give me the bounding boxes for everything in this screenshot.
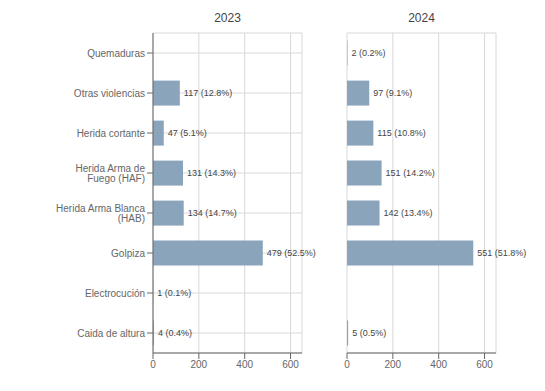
svg-text:Electrocución: Electrocución [85, 288, 145, 299]
svg-text:5 (0.5%): 5 (0.5%) [352, 328, 386, 338]
svg-text:551 (51.8%): 551 (51.8%) [477, 248, 526, 258]
svg-text:134 (14.7%): 134 (14.7%) [188, 208, 237, 218]
svg-text:4 (0.4%): 4 (0.4%) [158, 328, 192, 338]
svg-text:151 (14.2%): 151 (14.2%) [386, 168, 435, 178]
svg-text:600: 600 [476, 359, 493, 370]
svg-text:Caida de altura: Caida de altura [77, 328, 145, 339]
svg-text:97 (9.1%): 97 (9.1%) [373, 88, 412, 98]
svg-text:117 (12.8%): 117 (12.8%) [184, 88, 232, 98]
svg-text:0: 0 [344, 359, 350, 370]
svg-text:600: 600 [282, 359, 299, 370]
svg-text:131 (14.3%): 131 (14.3%) [187, 168, 236, 178]
svg-text:200: 200 [191, 359, 208, 370]
html-text:2024: 2024 [408, 11, 435, 25]
svg-text:0: 0 [150, 359, 156, 370]
svg-text:479 (52.5%): 479 (52.5%) [267, 248, 316, 258]
svg-text:Quemaduras: Quemaduras [87, 48, 145, 59]
svg-text:1 (0.1%): 1 (0.1%) [157, 288, 191, 298]
svg-text:Golpiza: Golpiza [111, 248, 145, 259]
svg-text:47 (5.1%): 47 (5.1%) [168, 128, 207, 138]
svg-text:Herida cortante: Herida cortante [77, 128, 146, 139]
svg-text:Herida Arma Blanca(HAB): Herida Arma Blanca(HAB) [56, 203, 145, 224]
svg-text:400: 400 [430, 359, 447, 370]
svg-text:Otras violencias: Otras violencias [74, 88, 145, 99]
svg-text:2 (0.2%): 2 (0.2%) [351, 48, 385, 58]
html-text:2023: 2023 [214, 11, 241, 25]
svg-text:400: 400 [236, 359, 253, 370]
svg-text:Herida Arma deFuego (HAF): Herida Arma deFuego (HAF) [76, 163, 146, 184]
svg-text:142 (13.4%): 142 (13.4%) [384, 208, 433, 218]
svg-text:200: 200 [385, 359, 402, 370]
svg-text:115 (10.8%): 115 (10.8%) [377, 128, 425, 138]
